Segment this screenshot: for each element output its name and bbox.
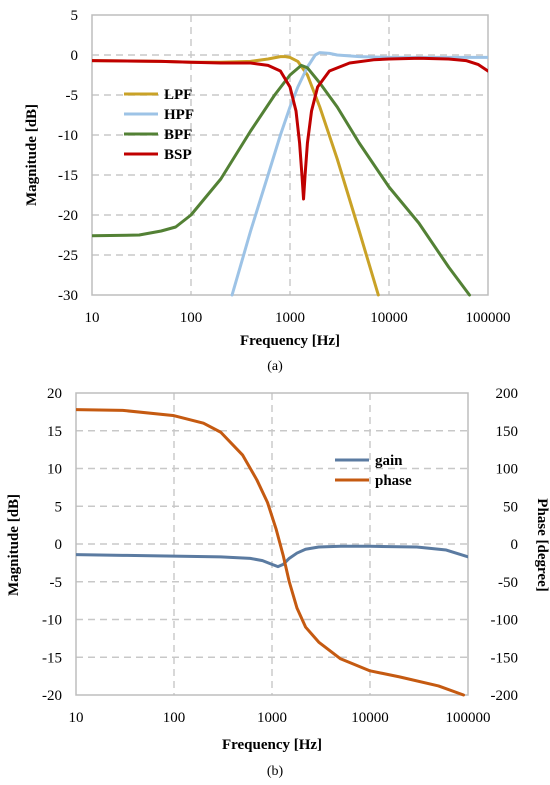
chart-b-caption: (b) bbox=[267, 764, 284, 779]
chart-b-y-tick-labels: 20 15 10 5 0 -5 -10 -15 -20 bbox=[42, 386, 62, 704]
b-series-line-gain bbox=[76, 544, 468, 569]
b-y-tick-label: -5 bbox=[50, 575, 63, 591]
chart-a-x-axis-label: Frequency [Hz] bbox=[240, 333, 340, 349]
a-legend-label-lpf: LPF bbox=[164, 87, 192, 103]
chart-b-y-axis-label: Magnitude [dB] bbox=[6, 494, 22, 596]
chart-b-plot-frame bbox=[75, 392, 469, 696]
b-y-tick-label: 0 bbox=[55, 537, 63, 553]
a-series-line-bsp bbox=[92, 56, 488, 201]
chart-a-series-group bbox=[92, 51, 488, 297]
a-y-tick-label: 5 bbox=[71, 8, 79, 24]
b-y-tick-label: 15 bbox=[47, 424, 62, 440]
b-y2-tick-label: -200 bbox=[491, 688, 519, 704]
chart-a-x-tick-labels: 10 100 1000 10000 100000 bbox=[85, 310, 511, 326]
b-y2-tick-label: -50 bbox=[498, 575, 518, 591]
b-y-tick-label: -20 bbox=[42, 688, 62, 704]
chart-b-x-tick-labels: 10 100 1000 10000 100000 bbox=[69, 710, 491, 726]
chart-a-caption: (a) bbox=[267, 359, 283, 374]
a-y-tick-label: 0 bbox=[71, 48, 79, 64]
b-x-tick-label: 10 bbox=[69, 710, 84, 726]
b-legend-label-phase: phase bbox=[375, 473, 412, 489]
b-y-tick-label: 5 bbox=[55, 499, 63, 515]
b-y2-tick-label: -150 bbox=[491, 650, 519, 666]
a-legend-label-bsp: BSP bbox=[164, 147, 192, 163]
chart-b-grid bbox=[76, 393, 468, 695]
chart-b-x-axis-label: Frequency [Hz] bbox=[222, 737, 322, 753]
b-x-tick-label: 1000 bbox=[257, 710, 287, 726]
chart-b-legend: gain phase bbox=[335, 453, 412, 489]
b-y-tick-label: -10 bbox=[42, 613, 62, 629]
a-series-line-lpf bbox=[92, 55, 380, 297]
b-y2-tick-label: 100 bbox=[496, 462, 519, 478]
b-x-tick-label: 100 bbox=[163, 710, 186, 726]
a-x-tick-label: 1000 bbox=[275, 310, 305, 326]
a-y-tick-label: -15 bbox=[58, 168, 78, 184]
a-y-tick-label: -10 bbox=[58, 128, 78, 144]
chart-a-legend: LPF HPF BPF BSP bbox=[124, 87, 194, 163]
b-y-tick-label: -15 bbox=[42, 650, 62, 666]
chart-a-plot-frame bbox=[91, 14, 489, 296]
b-y2-tick-label: -100 bbox=[491, 613, 519, 629]
chart-b-y2-axis-label: Phase [degree] bbox=[534, 498, 550, 591]
chart-b-series-group bbox=[76, 408, 468, 697]
b-y-tick-label: 20 bbox=[47, 386, 62, 402]
b-series-line-phase bbox=[76, 408, 466, 697]
a-y-tick-label: -20 bbox=[58, 208, 78, 224]
a-y-tick-label: -5 bbox=[66, 88, 79, 104]
a-x-tick-label: 100 bbox=[180, 310, 203, 326]
a-series-line-hpf bbox=[230, 51, 488, 297]
b-legend-label-gain: gain bbox=[375, 453, 403, 469]
a-x-tick-label: 10 bbox=[85, 310, 100, 326]
b-x-tick-label: 100000 bbox=[446, 710, 491, 726]
chart-a: 5 0 -5 -10 -15 -20 -25 -30 10 100 1000 10000 100000… bbox=[24, 8, 511, 374]
chart-a-y-tick-labels: 5 0 -5 -10 -15 -20 -25 -30 bbox=[58, 8, 78, 304]
chart-a-y-axis-label: Magnitude [dB] bbox=[24, 104, 40, 206]
b-y2-tick-label: 200 bbox=[496, 386, 519, 402]
a-series-line-bpf bbox=[92, 63, 471, 297]
chart-b-y2-tick-labels: 200 150 100 50 0 -50 -100 -150 -200 bbox=[491, 386, 519, 704]
a-y-tick-label: -25 bbox=[58, 248, 78, 264]
b-x-tick-label: 10000 bbox=[351, 710, 389, 726]
b-y2-tick-label: 50 bbox=[503, 499, 518, 515]
b-y-tick-label: 10 bbox=[47, 462, 62, 478]
a-legend-label-bpf: BPF bbox=[164, 127, 192, 143]
a-y-tick-label: -30 bbox=[58, 288, 78, 304]
b-y2-tick-label: 150 bbox=[496, 424, 519, 440]
a-legend-label-hpf: HPF bbox=[164, 107, 194, 123]
a-x-tick-label: 100000 bbox=[466, 310, 511, 326]
b-y2-tick-label: 0 bbox=[511, 537, 519, 553]
a-x-tick-label: 10000 bbox=[370, 310, 408, 326]
